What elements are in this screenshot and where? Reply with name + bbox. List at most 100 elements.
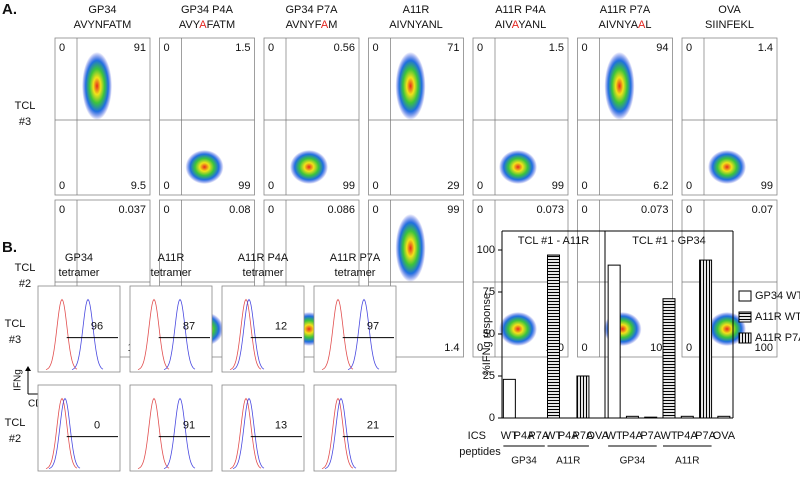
peptide-sequence: SIINFEKL <box>705 19 754 31</box>
gate-value: 87 <box>183 321 195 333</box>
quadrant-value: 0 <box>477 42 483 54</box>
histogram-control <box>137 298 170 370</box>
quadrant-value: 0 <box>686 42 692 54</box>
histogram-tetramer <box>324 397 357 469</box>
quadrant-value: 1.4 <box>758 42 773 54</box>
x-tick-label: P4A <box>677 430 698 442</box>
quadrant-value: 0.086 <box>327 204 355 216</box>
column-title: tetramer <box>59 267 100 279</box>
row-label: #3 <box>19 116 31 128</box>
x-axis-label: peptides <box>459 446 501 458</box>
sequence-part: A <box>199 19 207 31</box>
gate-value: 21 <box>367 420 379 432</box>
bar <box>680 415 694 419</box>
x-tick-label: WT <box>545 430 562 442</box>
quadrant-value: 0 <box>477 204 483 216</box>
quadrant-value: 0.56 <box>334 42 355 54</box>
bar <box>547 254 560 419</box>
group-label: TCL #1 - GP34 <box>632 235 706 247</box>
column-title: tetramer <box>151 267 192 279</box>
sequence-part: A <box>321 19 329 31</box>
row-label: TCL <box>15 262 36 274</box>
bar <box>644 416 658 419</box>
plot-frame <box>221 285 305 373</box>
density-cloud <box>395 214 426 282</box>
sequence-part: L <box>645 19 651 31</box>
column-title: GP34 P4A <box>181 4 234 16</box>
sequence-part: AVY <box>179 19 201 31</box>
quadrant-value: 0.073 <box>536 204 564 216</box>
bar <box>576 375 590 419</box>
plot-frame <box>37 285 121 373</box>
gate-value: 13 <box>275 420 287 432</box>
quadrant-value: 0 <box>477 342 483 354</box>
quadrant-value: 0.037 <box>118 204 146 216</box>
plot-frame <box>221 384 305 472</box>
quadrant-value: 0 <box>59 42 65 54</box>
legend-label: GP34 WT <box>755 290 800 302</box>
y-tick-label: 0 <box>489 412 495 424</box>
y-tick-label: 50 <box>483 328 495 340</box>
row-label: TCL <box>5 318 26 330</box>
quadrant-value: 0.07 <box>752 204 773 216</box>
quadrant-value: 99 <box>343 180 355 192</box>
row-label: #2 <box>9 433 21 445</box>
sequence-part: AIV <box>495 19 513 31</box>
row-label: TCL <box>15 100 36 112</box>
column-title: tetramer <box>243 267 284 279</box>
gate-value: 12 <box>275 321 287 333</box>
density-cloud <box>499 312 537 346</box>
axis-label: IFNg <box>13 369 24 391</box>
y-axis-label: %IFNg response <box>481 293 493 375</box>
density-cloud <box>290 150 328 184</box>
y-tick-label: 25 <box>483 370 495 382</box>
x-tick-label: OVA <box>586 430 609 442</box>
legend-label: A11R P7A <box>755 332 800 344</box>
sequence-part: AVYNFATM <box>74 19 132 31</box>
density-cloud <box>708 312 746 346</box>
x-tick-label: P4A <box>622 430 643 442</box>
histogram-control <box>229 298 262 370</box>
sequence-part: AIVNYA <box>599 19 639 31</box>
quadrant-value: 99 <box>761 180 773 192</box>
subgroup-label: GP34 <box>620 456 646 467</box>
quadrant-value: 0 <box>582 204 588 216</box>
x-tick-label: WT <box>501 430 518 442</box>
quadrant-value: 0.08 <box>229 204 250 216</box>
plot-frame <box>313 384 397 472</box>
x-tick-label: P7A <box>573 430 594 442</box>
gate-value: 0 <box>94 420 100 432</box>
panel-label: B. <box>2 239 17 256</box>
sequence-part: A <box>638 19 646 31</box>
x-tick-label: P4A <box>558 430 579 442</box>
density-cloud <box>499 150 537 184</box>
column-title: A11R P4A <box>238 252 289 264</box>
histogram-tetramer <box>347 298 380 370</box>
histogram-tetramer <box>163 397 196 469</box>
plot-frame <box>37 384 121 472</box>
plot-frame <box>129 384 213 472</box>
histogram-tetramer <box>232 298 265 370</box>
subgroup-label: A11R <box>675 456 699 467</box>
bar <box>607 264 621 419</box>
sequence-part: A <box>512 19 520 31</box>
legend-swatch <box>738 332 752 344</box>
quadrant-value: 0 <box>373 180 379 192</box>
density-cloud <box>82 52 112 120</box>
row-label: #3 <box>9 334 21 346</box>
peptide-sequence: AVYAFATM <box>179 19 235 31</box>
quadrant-value: 0 <box>686 204 692 216</box>
sequence-part: M <box>328 19 337 31</box>
row-label: #2 <box>19 278 31 290</box>
quadrant-value: 0 <box>373 204 379 216</box>
quadrant-value: 0 <box>373 42 379 54</box>
histogram-control <box>229 397 262 469</box>
column-title: A11R P7A <box>600 4 651 16</box>
histogram-control <box>321 397 354 469</box>
peptide-sequence: AVNYFAM <box>286 19 338 31</box>
sequence-part: FATM <box>207 19 236 31</box>
quadrant-value: 1.5 <box>549 42 564 54</box>
quadrant-value: 91 <box>134 42 146 54</box>
y-tick-label: 100 <box>477 244 495 256</box>
